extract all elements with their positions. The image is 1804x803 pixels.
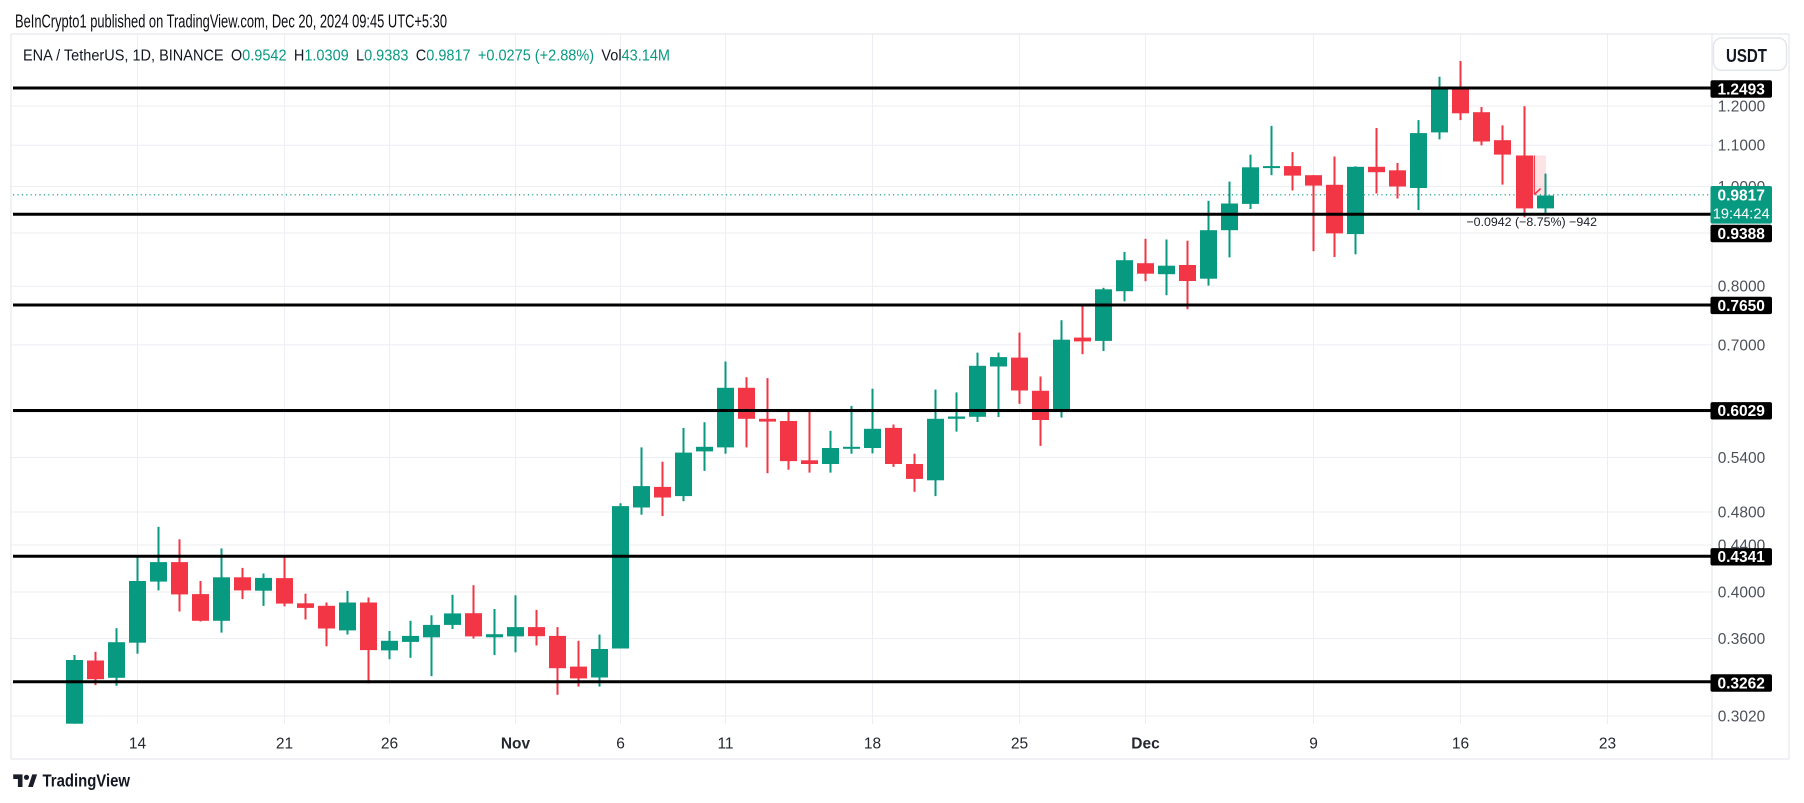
svg-text:18: 18 [864, 735, 881, 752]
svg-text:0.6029: 0.6029 [1717, 403, 1765, 420]
svg-text:1.2493: 1.2493 [1717, 81, 1765, 98]
svg-text:Nov: Nov [501, 735, 531, 752]
svg-text:0.5400: 0.5400 [1718, 450, 1766, 467]
svg-text:0.3020: 0.3020 [1718, 708, 1766, 725]
svg-text:0.9817: 0.9817 [1717, 188, 1764, 205]
svg-text:25: 25 [1011, 735, 1028, 752]
svg-text:6: 6 [616, 735, 625, 752]
svg-text:16: 16 [1452, 735, 1469, 752]
svg-text:Dec: Dec [1131, 735, 1160, 752]
svg-text:19:44:24: 19:44:24 [1713, 206, 1770, 222]
svg-text:0.9388: 0.9388 [1717, 226, 1765, 243]
svg-text:21: 21 [276, 735, 293, 752]
svg-text:0.3262: 0.3262 [1717, 675, 1764, 692]
svg-text:9: 9 [1309, 735, 1318, 752]
svg-text:26: 26 [381, 735, 398, 752]
svg-text:1.1000: 1.1000 [1718, 138, 1766, 155]
svg-text:0.4000: 0.4000 [1718, 584, 1766, 601]
svg-text:TradingView: TradingView [43, 771, 131, 791]
svg-text:ENA / TetherUS, 1D, BINANCE O0: ENA / TetherUS, 1D, BINANCE O0.9542 H1.0… [23, 47, 670, 64]
svg-text:0.3600: 0.3600 [1718, 631, 1766, 648]
svg-text:23: 23 [1599, 735, 1616, 752]
svg-text:−0.0942 (−8.75%) −942: −0.0942 (−8.75%) −942 [1466, 215, 1597, 229]
svg-text:0.4800: 0.4800 [1718, 504, 1766, 521]
svg-text:0.4341: 0.4341 [1717, 549, 1765, 566]
svg-text:0.7650: 0.7650 [1717, 298, 1764, 315]
svg-text:11: 11 [717, 735, 733, 752]
svg-text:14: 14 [129, 735, 147, 752]
svg-text:USDT: USDT [1726, 46, 1767, 66]
svg-text:0.7000: 0.7000 [1718, 337, 1766, 354]
svg-text:1.2000: 1.2000 [1718, 98, 1766, 115]
svg-text:0.8000: 0.8000 [1718, 279, 1766, 296]
svg-text:BeInCrypto1 published on Tradi: BeInCrypto1 published on TradingView.com… [15, 10, 447, 31]
